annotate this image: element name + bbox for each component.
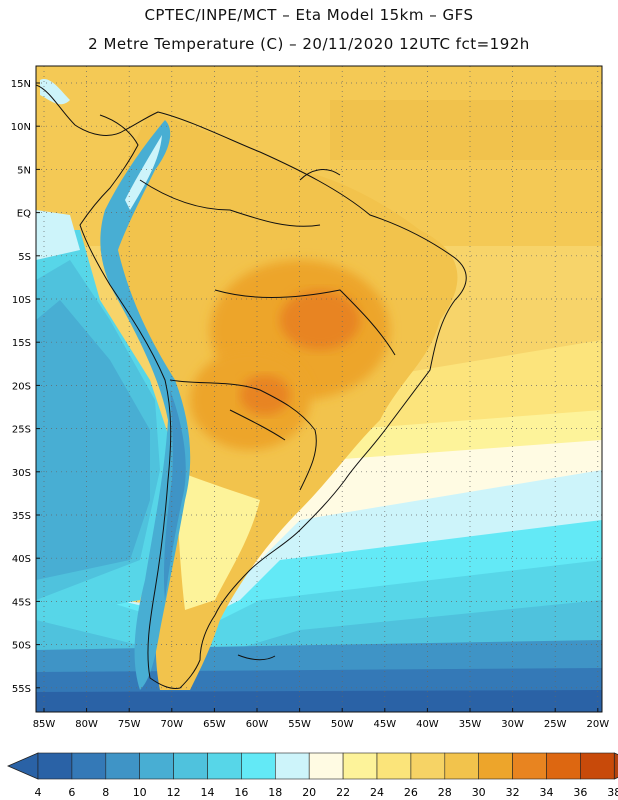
lon-label: 35W: [459, 719, 482, 730]
colorbar-tick-label: 8: [102, 786, 109, 799]
colorbar-swatch: [105, 752, 141, 780]
colorbar-swatch: [274, 752, 310, 780]
lon-label: 60W: [246, 719, 269, 730]
lat-label: 20S: [12, 381, 31, 392]
lon-label: 85W: [33, 719, 56, 730]
axis-ticks: [36, 82, 599, 712]
colorbar: [6, 752, 618, 780]
colorbar-max-arrow: [613, 752, 618, 780]
colorbar-tick-label: 16: [234, 786, 248, 799]
colorbar-swatch: [410, 752, 446, 780]
colorbar-swatch: [342, 752, 378, 780]
colorbar-tick-label: 6: [68, 786, 75, 799]
lon-label: 20W: [586, 719, 609, 730]
colorbar-swatch: [376, 752, 412, 780]
lon-label: 50W: [331, 719, 354, 730]
colorbar-tick-label: 4: [35, 786, 42, 799]
colorbar-tick-label: 18: [268, 786, 282, 799]
lat-label: 10N: [11, 122, 31, 133]
lon-label: 45W: [373, 719, 396, 730]
lat-label: 15N: [11, 79, 31, 90]
lat-label: 35S: [12, 511, 31, 522]
colorbar-tick-label: 22: [336, 786, 350, 799]
colorbar-tick-label: 10: [133, 786, 147, 799]
colorbar-swatch: [139, 752, 174, 780]
colorbar-swatch: [512, 752, 547, 780]
colorbar-tick-label: 34: [540, 786, 554, 799]
colorbar-tick-label: 30: [472, 786, 486, 799]
lon-label: 25W: [544, 719, 567, 730]
lon-label: 30W: [501, 719, 524, 730]
colorbar-tick-label: 24: [370, 786, 384, 799]
colorbar-tick-label: 36: [573, 786, 587, 799]
map-title-line2: 2 Metre Temperature (C) – 20/11/2020 12U…: [88, 35, 530, 53]
lon-label: 55W: [288, 719, 311, 730]
lat-label: 15S: [12, 338, 31, 349]
lat-label: 5S: [18, 252, 31, 263]
colorbar-swatch: [207, 752, 242, 780]
lat-label: 45S: [12, 597, 31, 608]
latitude-labels: 15N 10N 5N EQ 5S 10S 15S 20S 25S 30S 35S 40S 45S 50S 5…: [11, 79, 31, 695]
coastline-borders: [36, 84, 467, 689]
lat-label: 40S: [12, 554, 31, 565]
colorbar-tick-label: 32: [506, 786, 520, 799]
lon-label: 80W: [75, 719, 98, 730]
lon-label: 75W: [118, 719, 141, 730]
colorbar-swatch: [444, 752, 479, 780]
colorbar-swatch: [546, 752, 581, 780]
map-title-line1: CPTEC/INPE/MCT – Eta Model 15km – GFS: [144, 6, 474, 24]
longitude-labels: 85W 80W 75W 70W 65W 60W 55W 50W 45W 40W 35W 30W 25W 2…: [33, 719, 610, 730]
lon-label: 40W: [416, 719, 439, 730]
lon-label: 70W: [160, 719, 183, 730]
lat-label: 50S: [12, 641, 31, 652]
map-frame: [35, 65, 603, 713]
colorbar-tick-label: 20: [302, 786, 316, 799]
colorbar-swatch: [37, 752, 73, 780]
colorbar-tick-label: 28: [438, 786, 452, 799]
colorbar-swatch: [71, 752, 107, 780]
colorbar-tick-label: 14: [201, 786, 215, 799]
colorbar-swatch: [308, 752, 344, 780]
colorbar-min-arrow: [6, 752, 39, 780]
colorbar-swatch: [241, 752, 276, 780]
lat-label: 55S: [12, 684, 31, 695]
colorbar-swatch: [478, 752, 513, 780]
temperature-field: [36, 66, 602, 712]
lat-label: 5N: [17, 165, 31, 176]
lat-label: 10S: [12, 295, 31, 306]
lat-label: 25S: [12, 425, 31, 436]
colorbar-labels: 4 6 8 10 12 14 16 18 20 22 24 26 28 30 32 34 36 38: [35, 786, 618, 799]
lat-label: EQ: [17, 209, 31, 220]
colorbar-tick-label: 26: [404, 786, 418, 799]
colorbar-tick-label: 38: [607, 786, 618, 799]
colorbar-swatch: [580, 752, 615, 780]
lon-label: 65W: [203, 719, 226, 730]
colorbar-swatch: [173, 752, 208, 780]
lat-label: 30S: [12, 468, 31, 479]
colorbar-tick-label: 12: [167, 786, 181, 799]
